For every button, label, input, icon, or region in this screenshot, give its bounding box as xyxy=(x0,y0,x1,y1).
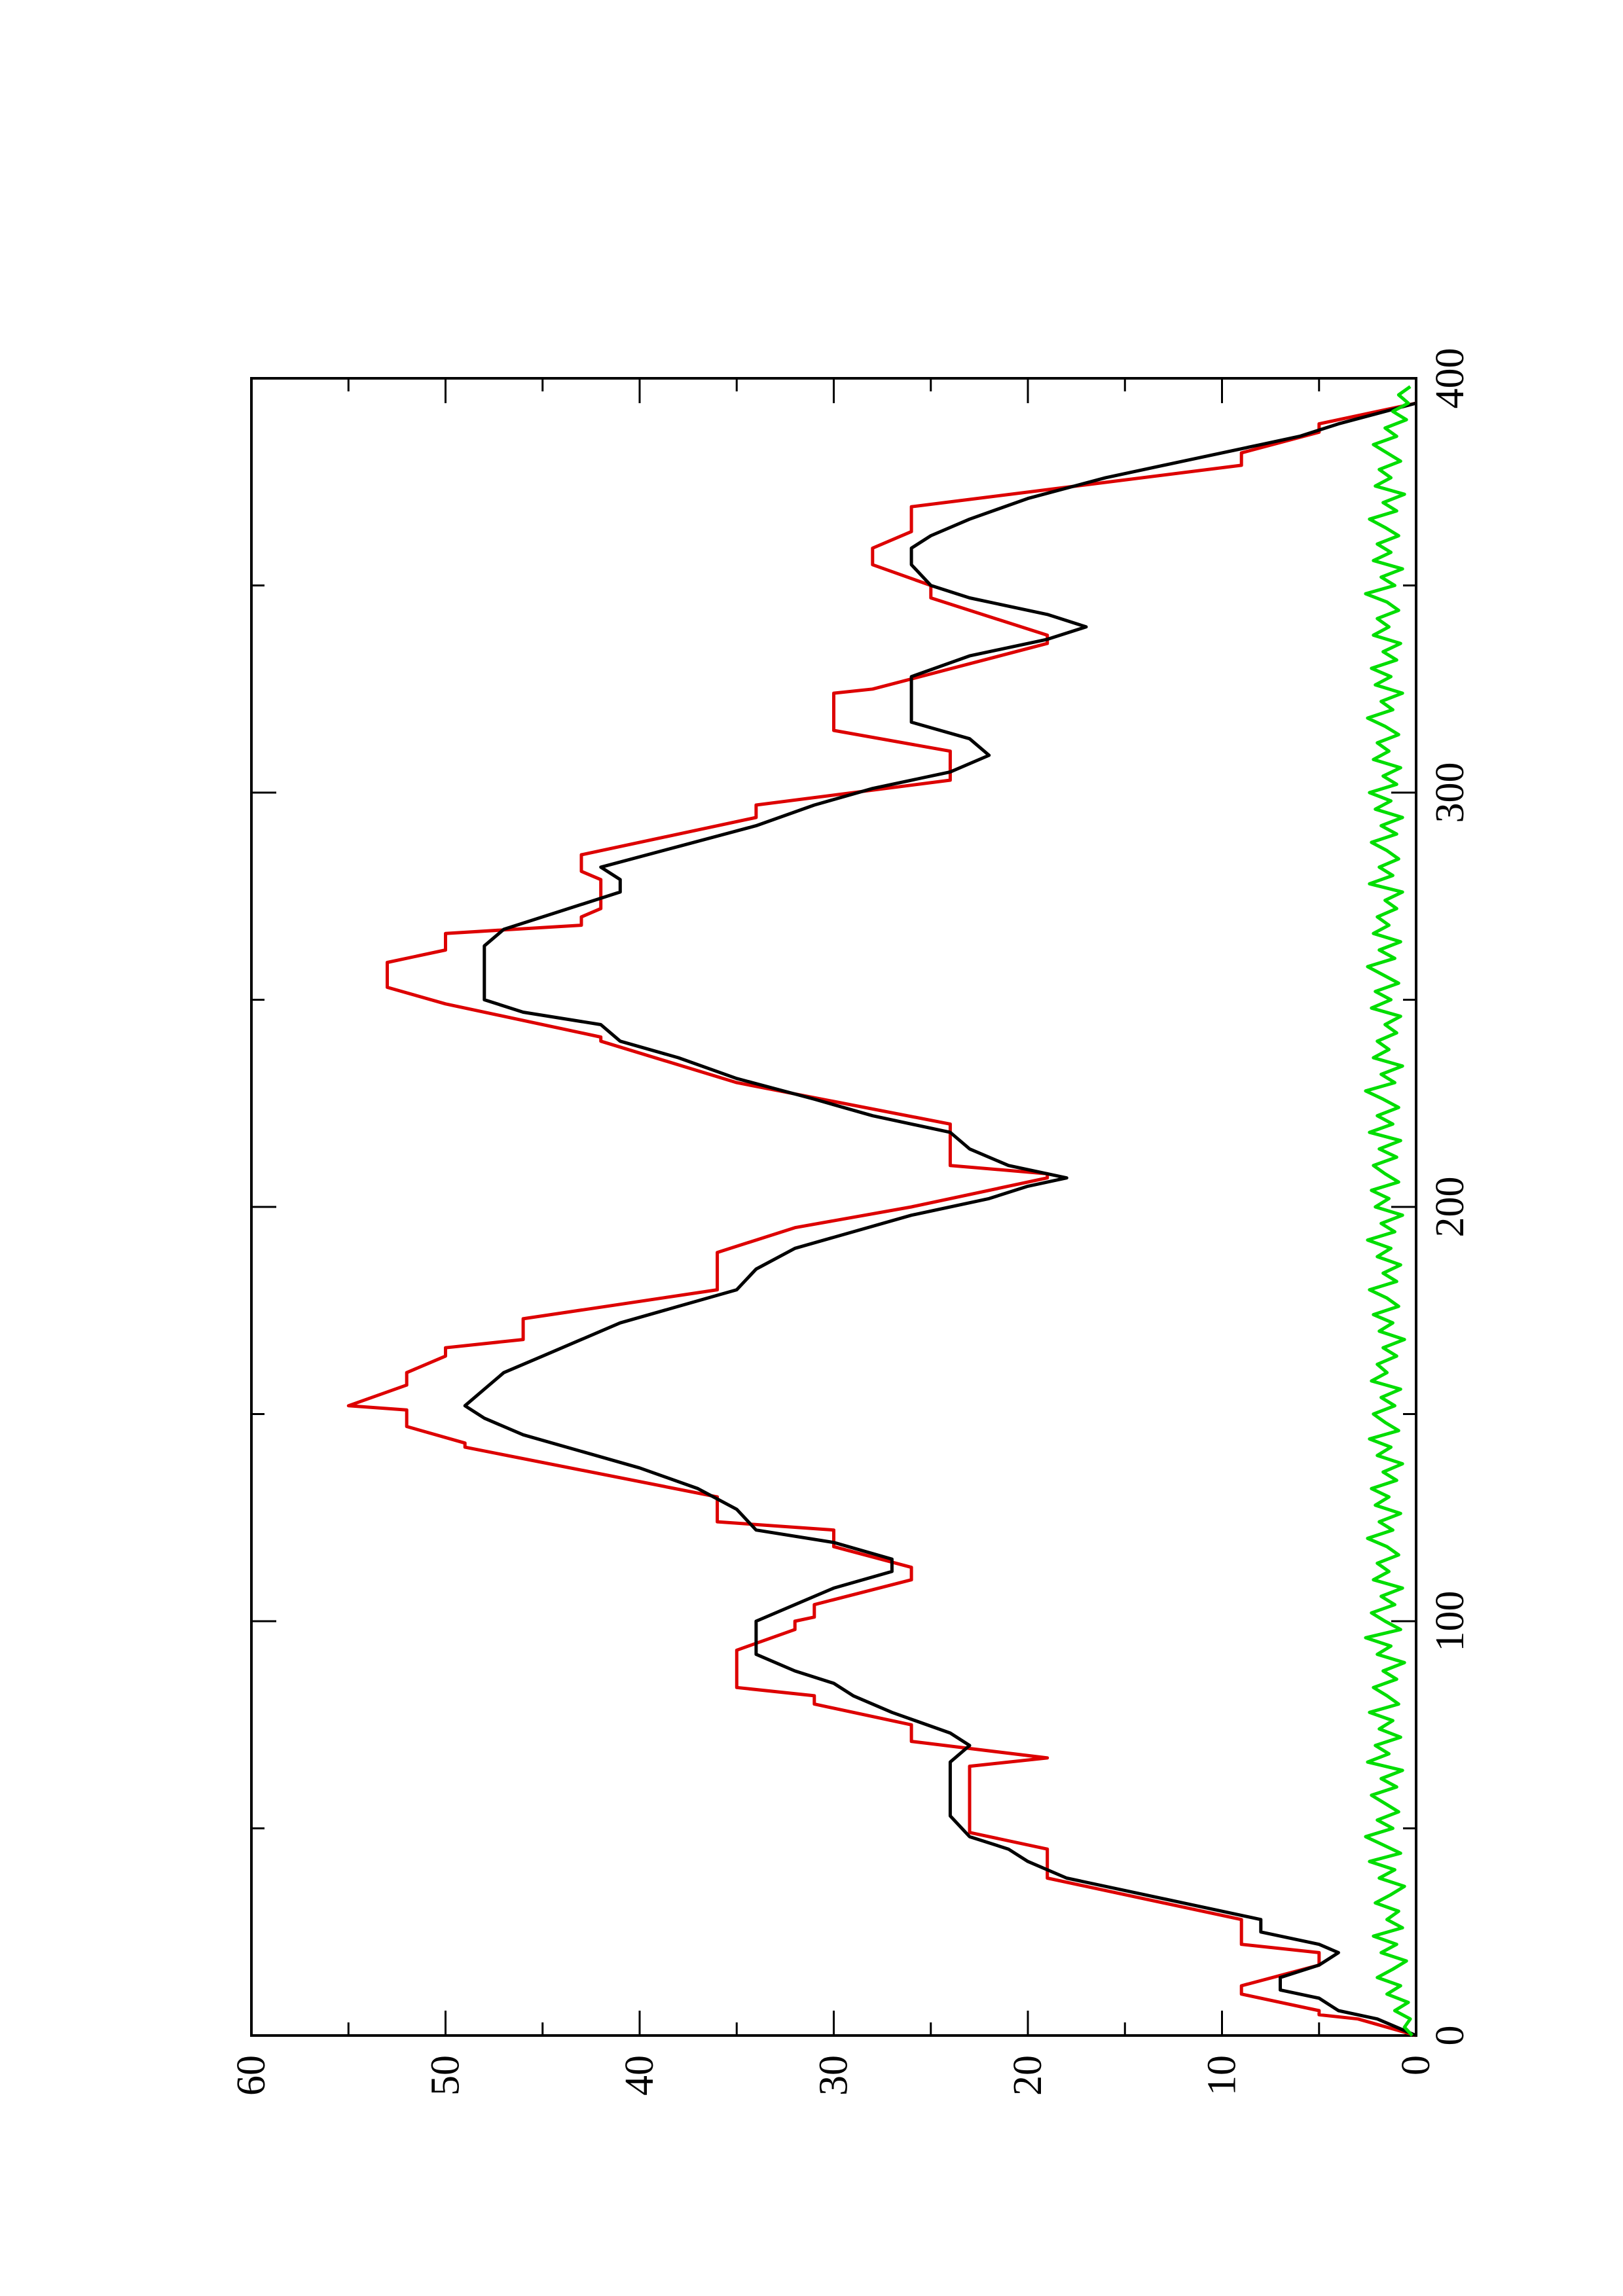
y-tick-label: 50 xyxy=(424,2055,468,2096)
y-tick-label: 30 xyxy=(812,2055,856,2096)
x-tick-label: 0 xyxy=(1428,2026,1472,2046)
series-line-red xyxy=(346,401,1417,2037)
axis-ticks xyxy=(250,377,1417,2037)
y-tick-label: 60 xyxy=(229,2055,274,2096)
y-tick-label: 10 xyxy=(1200,2055,1245,2096)
series-layer xyxy=(346,385,1417,2037)
series-line-green xyxy=(1364,385,1413,2037)
axis-tick-labels: 0 100 200 300 400 0 10 20 30 40 50 60 xyxy=(229,348,1472,2096)
plot-frame xyxy=(250,377,1417,2037)
y-tick-label: 40 xyxy=(617,2055,662,2096)
series-line-black xyxy=(463,401,1417,2037)
x-tick-label: 100 xyxy=(1428,1591,1472,1652)
x-tick-label: 300 xyxy=(1428,762,1472,823)
y-tick-label: 20 xyxy=(1006,2055,1050,2096)
y-tick-label: 0 xyxy=(1394,2055,1438,2075)
x-tick-label: 200 xyxy=(1428,1177,1472,1238)
x-tick-label: 400 xyxy=(1428,348,1472,409)
